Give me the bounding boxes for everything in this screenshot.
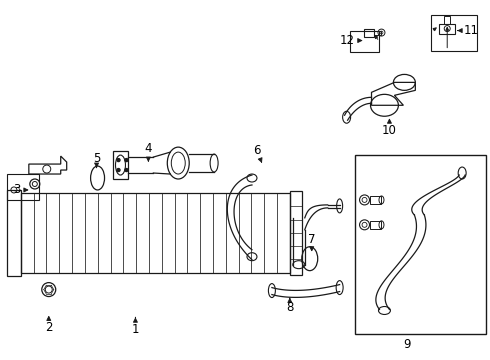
- Circle shape: [117, 159, 120, 162]
- Text: 9: 9: [404, 338, 411, 351]
- Text: 3: 3: [13, 184, 28, 197]
- Text: 6: 6: [253, 144, 262, 162]
- Bar: [439, 24, 455, 33]
- Bar: [113, 151, 128, 179]
- Bar: [369, 196, 382, 204]
- Text: 12: 12: [340, 34, 362, 47]
- Circle shape: [125, 168, 128, 171]
- Bar: [444, 15, 450, 24]
- Text: 5: 5: [93, 152, 100, 167]
- Circle shape: [125, 159, 128, 162]
- Bar: [7, 190, 21, 276]
- Bar: [21, 193, 290, 273]
- Text: 7: 7: [308, 233, 316, 251]
- Bar: [7, 174, 39, 200]
- Bar: [373, 31, 382, 35]
- Text: 2: 2: [45, 316, 52, 334]
- Text: 4: 4: [145, 141, 152, 161]
- Bar: [369, 221, 382, 229]
- Text: 1: 1: [132, 318, 139, 336]
- Bar: [431, 15, 477, 50]
- Text: 10: 10: [382, 119, 397, 137]
- Text: 11: 11: [458, 24, 479, 37]
- Bar: [364, 28, 373, 37]
- Circle shape: [117, 168, 120, 171]
- Bar: [349, 31, 379, 53]
- Text: 8: 8: [286, 298, 294, 314]
- Bar: [355, 155, 486, 334]
- Bar: [290, 191, 302, 275]
